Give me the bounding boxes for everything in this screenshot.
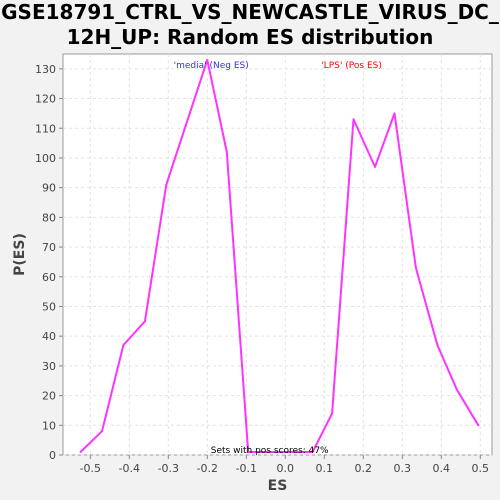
x-tick-label: 0.3 bbox=[394, 462, 412, 475]
data-point bbox=[414, 266, 417, 269]
y-tick-label: 50 bbox=[42, 300, 56, 313]
y-axis-label: P(ES) bbox=[12, 233, 28, 276]
x-axis-ticks: -0.5 -0.4 -0.3 -0.2 -0.1 0.0 0.1 0.2 0.3 0.4 0.5 bbox=[80, 455, 489, 475]
annotation-label: 'media' (Neg ES) bbox=[174, 61, 249, 71]
y-tick-label: 60 bbox=[42, 271, 56, 284]
chart-title: GSE18791_CTRL_VS_NEWCASTLE_VIRUS_DC_ 12H… bbox=[0, 0, 500, 50]
data-point bbox=[225, 151, 228, 154]
data-point bbox=[101, 430, 103, 433]
series-line bbox=[79, 58, 480, 453]
y-tick-label: 70 bbox=[42, 241, 56, 254]
chart-title-line-2: 12H_UP: Random ES distribution bbox=[66, 25, 434, 49]
y-axis-ticks: 0 10 20 30 40 50 60 70 80 90 100 110 120 130 bbox=[35, 63, 63, 462]
y-tick-label: 80 bbox=[42, 211, 56, 224]
data-point bbox=[331, 412, 334, 415]
x-tick-label: -0.4 bbox=[119, 462, 140, 475]
y-tick-label: 20 bbox=[42, 390, 56, 403]
data-point bbox=[455, 388, 458, 391]
y-tick-label: 90 bbox=[42, 182, 56, 195]
x-tick-label: -0.2 bbox=[197, 462, 218, 475]
data-point bbox=[374, 165, 376, 168]
series-group bbox=[79, 58, 480, 454]
x-tick-label: -0.3 bbox=[158, 462, 179, 475]
chart-title-line-1: GSE18791_CTRL_VS_NEWCASTLE_VIRUS_DC_ bbox=[1, 0, 499, 24]
y-tick-label: 40 bbox=[42, 330, 56, 343]
plot-area bbox=[62, 53, 493, 456]
y-tick-label: 130 bbox=[35, 63, 56, 76]
data-point bbox=[122, 344, 125, 347]
data-point bbox=[393, 112, 396, 115]
y-tick-label: 0 bbox=[49, 449, 56, 462]
y-tick-label: 10 bbox=[42, 419, 56, 432]
data-point bbox=[79, 451, 82, 454]
x-tick-label: 0.5 bbox=[472, 462, 490, 475]
annotation-label: 'LPS' (Pos ES) bbox=[321, 61, 382, 71]
data-point bbox=[311, 451, 314, 454]
grid-lines bbox=[63, 54, 492, 456]
y-tick-label: 110 bbox=[35, 122, 56, 135]
x-axis-label: ES bbox=[268, 478, 288, 494]
x-tick-label: 0.2 bbox=[355, 462, 373, 475]
data-point bbox=[206, 58, 209, 61]
x-tick-label: 0.1 bbox=[316, 462, 334, 475]
annotations-group: 'media' (Neg ES) 'LPS' (Pos ES) Sets with … bbox=[174, 61, 382, 456]
data-point bbox=[184, 124, 187, 127]
x-tick-label: 0.4 bbox=[433, 462, 451, 475]
data-point bbox=[477, 424, 480, 427]
x-tick-label: 0.0 bbox=[277, 462, 295, 475]
y-tick-label: 100 bbox=[35, 152, 56, 165]
data-point bbox=[143, 320, 146, 323]
data-point bbox=[165, 183, 168, 186]
annotation-label: Sets with pos scores: 47% bbox=[211, 446, 329, 456]
x-tick-label: -0.1 bbox=[236, 462, 257, 475]
y-tick-label: 120 bbox=[35, 93, 56, 106]
data-point bbox=[436, 344, 439, 347]
data-point bbox=[247, 451, 250, 454]
data-point bbox=[352, 118, 355, 121]
x-tick-label: -0.5 bbox=[80, 462, 101, 475]
data-point bbox=[290, 451, 293, 454]
y-tick-label: 30 bbox=[42, 360, 56, 373]
data-point bbox=[268, 451, 271, 454]
